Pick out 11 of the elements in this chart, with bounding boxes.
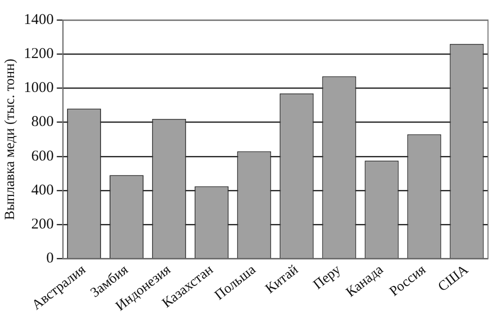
y-tick-label: 1000 <box>24 80 54 96</box>
y-tick-label: 0 <box>46 250 54 267</box>
y-tick-label: 600 <box>31 148 54 164</box>
y-tick-label: 400 <box>31 182 54 198</box>
x-tick-label: Перу <box>310 262 344 293</box>
y-tick-label: 800 <box>31 114 54 130</box>
y-tick-label: 1200 <box>24 46 54 62</box>
y-tick-label: 200 <box>31 216 54 233</box>
x-tick-label: США <box>436 262 472 296</box>
y-axis-title: Выплавка меди (тыс. тонн) <box>3 58 18 220</box>
y-tick-label: 1400 <box>24 12 54 28</box>
